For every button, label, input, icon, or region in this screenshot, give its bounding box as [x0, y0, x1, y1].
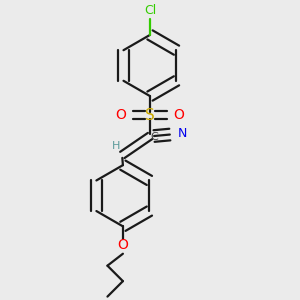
Text: S: S — [145, 107, 155, 122]
Text: H: H — [112, 141, 120, 151]
Text: O: O — [116, 108, 126, 122]
Text: O: O — [118, 238, 128, 252]
Text: Cl: Cl — [144, 4, 156, 17]
Text: N: N — [177, 128, 187, 140]
Text: C: C — [151, 132, 158, 142]
Text: O: O — [174, 108, 184, 122]
